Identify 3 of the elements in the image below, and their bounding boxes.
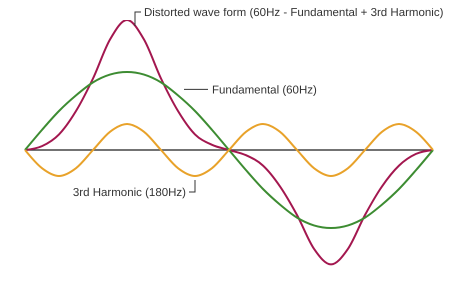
series-label: 3rd Harmonic (180Hz): [72, 187, 186, 199]
series-label: Distorted wave form (60Hz - Fundamental + 3rd Harmonic): [144, 7, 444, 19]
series-label: Fundamental (60Hz): [212, 84, 317, 96]
